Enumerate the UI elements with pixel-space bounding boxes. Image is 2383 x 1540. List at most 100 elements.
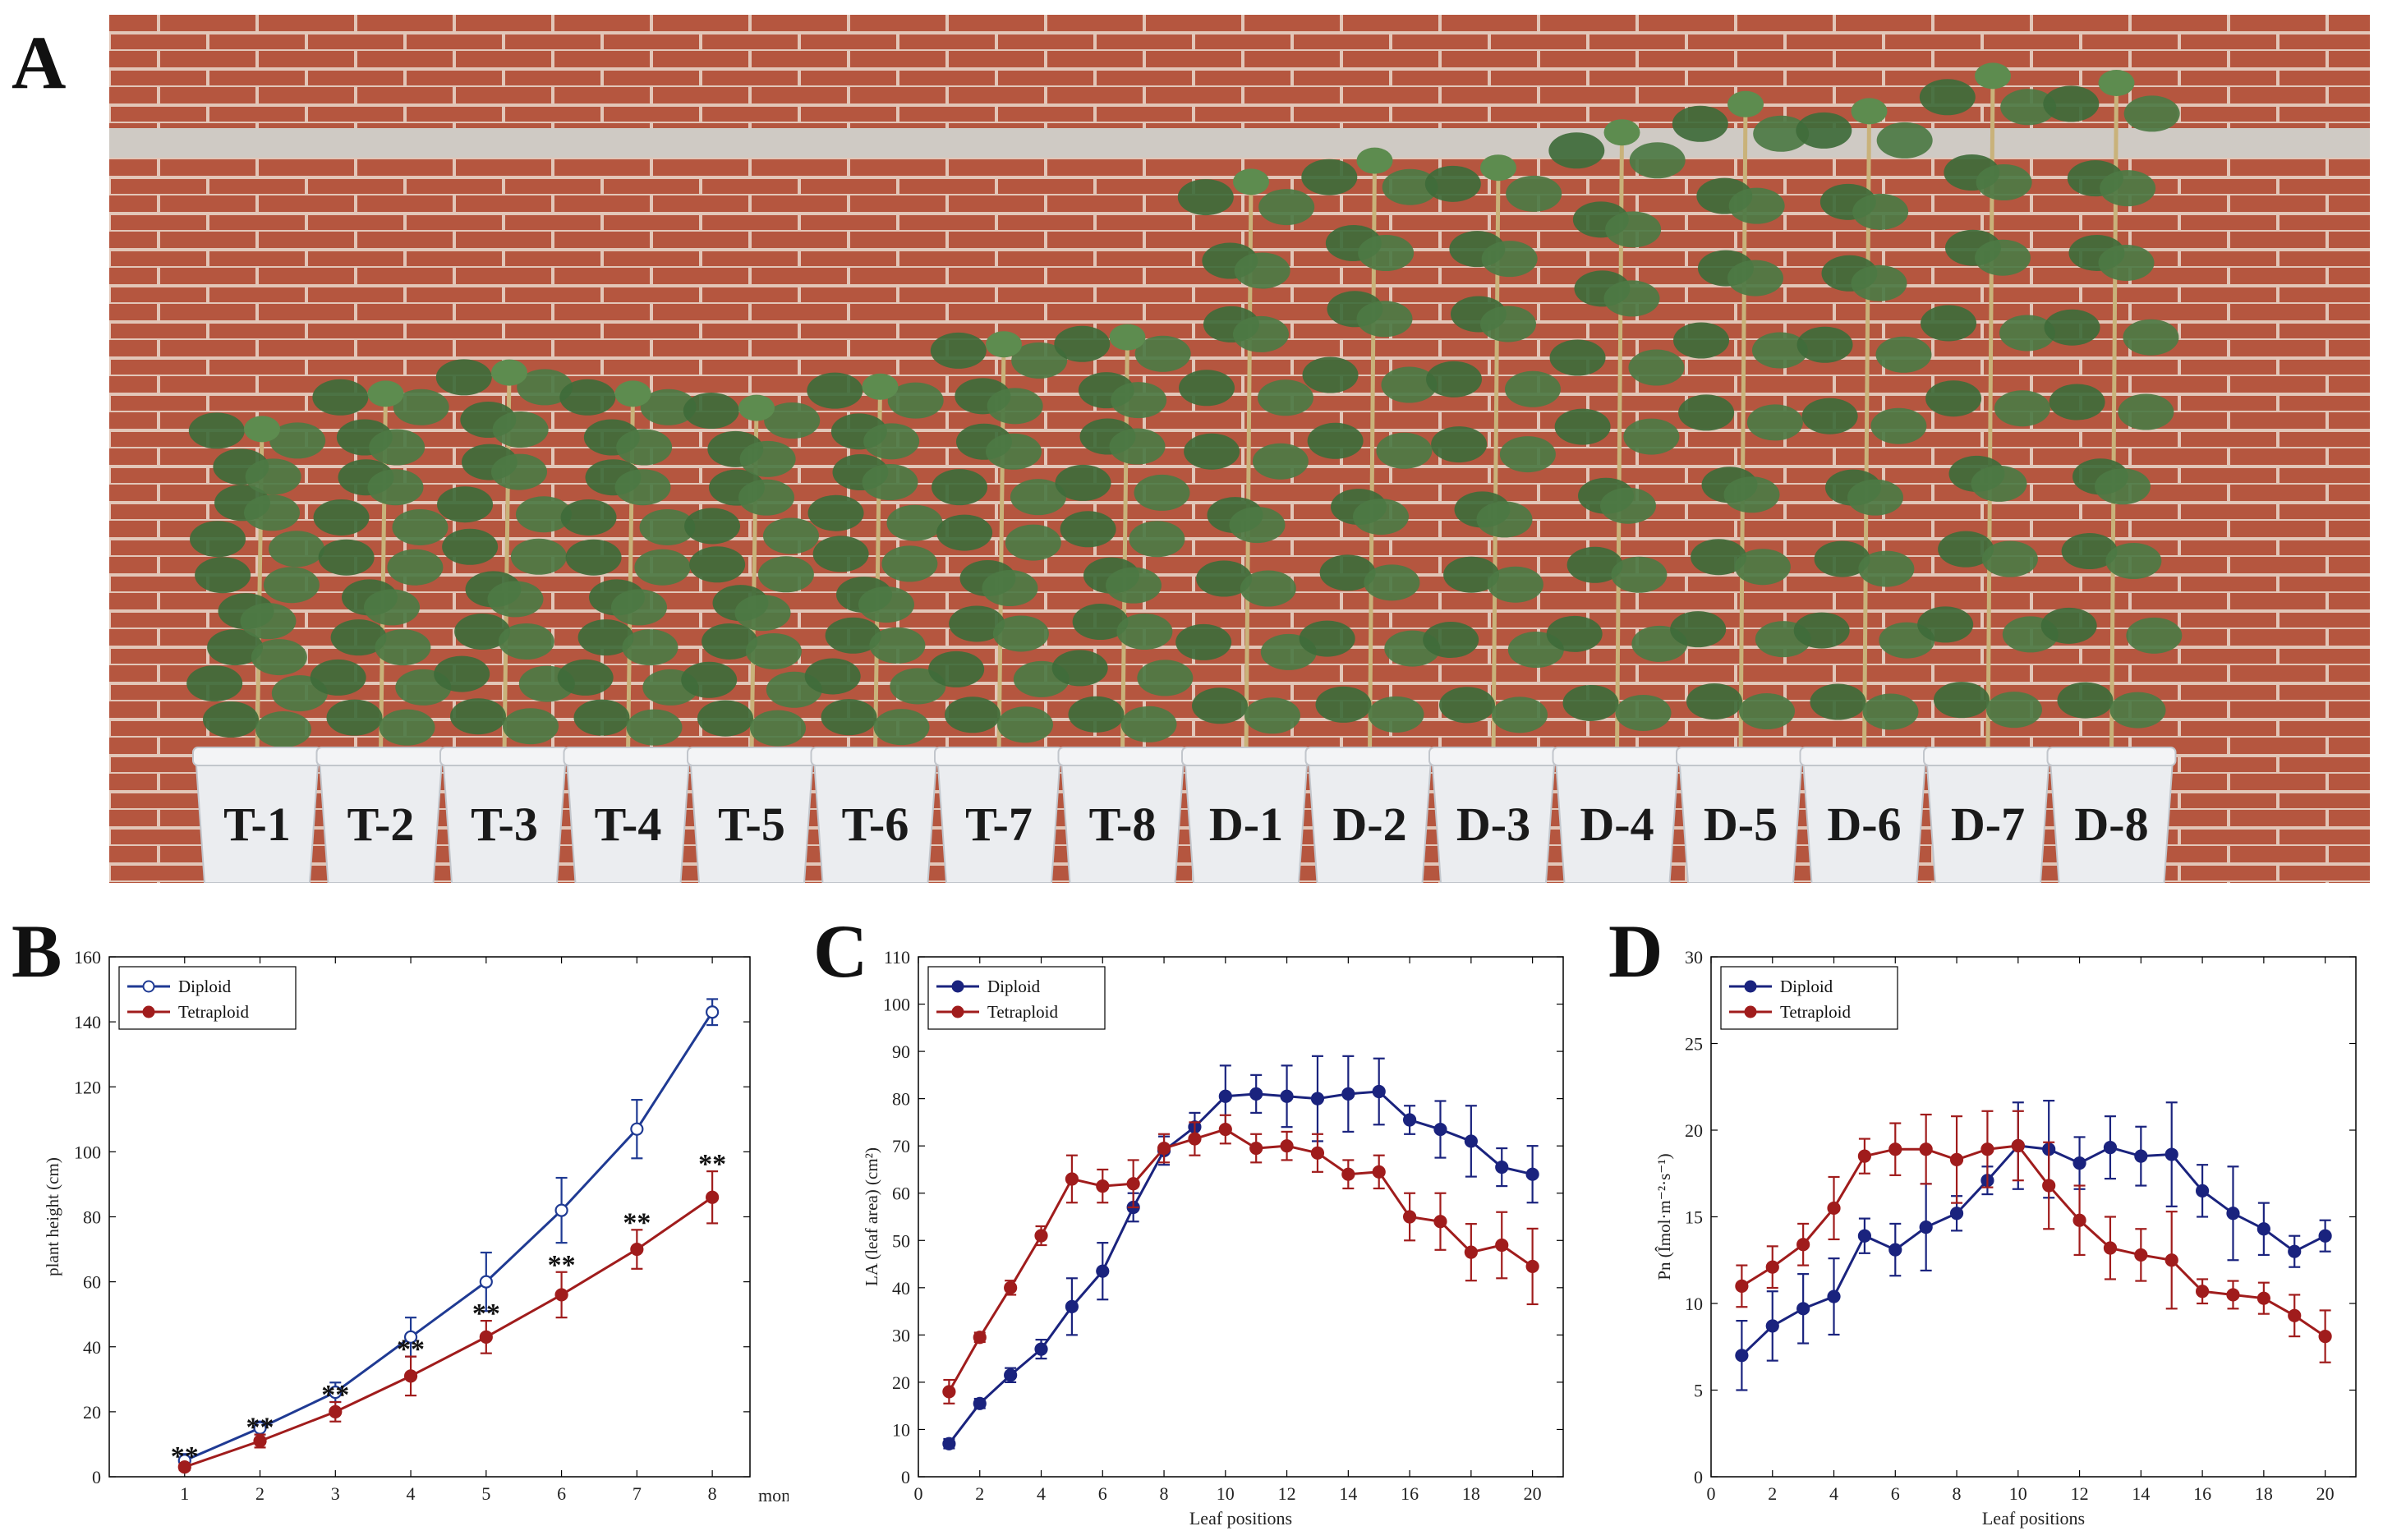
chart-b-plant-height: 12345678020406080100120140160monthsplant… (43, 947, 789, 1506)
leaf-tip (986, 331, 1022, 358)
y-tick-label: 20 (83, 1402, 101, 1423)
series-diploid-point (1949, 1207, 1964, 1221)
leaf (616, 429, 673, 466)
leaf (1244, 697, 1300, 734)
series-diploid-point (1525, 1167, 1539, 1181)
series-tetraploid-point (1857, 1149, 1872, 1163)
series-tetraploid-point (2288, 1308, 2302, 1322)
pot-t-2: T-2 (315, 747, 446, 883)
leaf (491, 453, 548, 490)
series-tetraploid-point (1888, 1142, 1902, 1156)
leaf (1739, 693, 1795, 730)
series-diploid-point (1735, 1349, 1749, 1363)
series-tetraploid-point (2164, 1253, 2178, 1267)
legend-marker-diploid (1744, 980, 1757, 993)
leaf (1116, 614, 1173, 650)
y-tick-label: 50 (892, 1230, 910, 1251)
legend-marker-diploid (951, 980, 964, 993)
significance-mark: ** (472, 1299, 500, 1329)
pot-t-4: T-4 (563, 747, 693, 883)
leaf (1120, 706, 1177, 742)
leaf (1134, 474, 1190, 511)
series-tetraploid-point (1034, 1229, 1048, 1243)
leaf (310, 659, 366, 696)
series-tetraploid-point (329, 1404, 343, 1418)
leaf (997, 706, 1053, 743)
leaf (928, 650, 985, 687)
series-tetraploid-point (1157, 1141, 1171, 1156)
leaf (1364, 564, 1420, 601)
leaf-tip (244, 416, 280, 443)
leaf (1233, 315, 1290, 352)
series-diploid-point (706, 1005, 720, 1019)
leaf (557, 659, 614, 696)
x-tick-label: 6 (557, 1483, 566, 1504)
x-tick-label: 20 (1524, 1483, 1542, 1504)
leaf (1257, 379, 1313, 416)
legend: Diploid Tetraploid (118, 966, 297, 1030)
leaf (1921, 305, 1977, 342)
pot-label: T-8 (1089, 798, 1157, 851)
leaf (369, 429, 426, 466)
leaf (392, 508, 449, 545)
pot-label: T-7 (965, 798, 1033, 851)
leaf (186, 665, 243, 702)
leaf (2061, 533, 2118, 570)
significance-mark: ** (698, 1149, 726, 1179)
significance-mark: ** (171, 1441, 199, 1472)
leaf (2057, 682, 2114, 719)
series-tetraploid-point (1280, 1139, 1294, 1153)
leaf (1603, 280, 1660, 317)
series-diploid-point (1796, 1302, 1810, 1316)
leaf (1796, 326, 1853, 363)
leaf (1753, 115, 1810, 152)
leaf (1196, 560, 1253, 597)
leaf (1376, 432, 1433, 469)
leaf-tip (1603, 119, 1640, 146)
panel-label-d: D (1608, 909, 1663, 993)
leaf (188, 412, 245, 449)
leaf (1728, 187, 1785, 224)
leaf (255, 711, 311, 748)
y-axis-label: Pn (Îmol·m⁻²·s⁻¹) (1654, 1153, 1674, 1280)
leaf (1192, 687, 1248, 724)
leaf (379, 709, 435, 746)
leaf (387, 549, 444, 586)
leaf (487, 581, 544, 618)
series-tetraploid-point (1341, 1167, 1355, 1181)
leaf (1234, 252, 1290, 289)
leaf (1847, 479, 1903, 516)
series-tetraploid-point (2195, 1285, 2210, 1299)
series-diploid-point (1919, 1221, 1933, 1234)
pot-d-5: D-5 (1676, 747, 1806, 883)
y-tick-label: 40 (83, 1337, 101, 1358)
pot-d-3: D-3 (1428, 747, 1558, 883)
leaf (1814, 540, 1870, 577)
leaf (251, 639, 307, 676)
series-tetraploid-point (2134, 1248, 2148, 1262)
leaf (1109, 428, 1166, 465)
pot-rim (1799, 747, 1930, 766)
series-diploid-point (1096, 1264, 1110, 1278)
plant-d-6 (1793, 98, 1935, 755)
y-tick-label: 0 (92, 1467, 101, 1487)
series-tetraploid-point (1188, 1132, 1202, 1146)
leaf (190, 521, 246, 558)
pot-label: T-6 (842, 798, 909, 851)
series-diploid-point (1065, 1299, 1079, 1313)
series-tetraploid-point (2226, 1288, 2240, 1302)
leaf (1179, 370, 1235, 407)
leaf (1258, 189, 1315, 226)
y-tick-label: 40 (892, 1278, 910, 1299)
leaf (1111, 382, 1167, 419)
leaf (1971, 465, 2027, 502)
series-tetraploid-point (1827, 1201, 1841, 1216)
leaf (1423, 622, 1479, 659)
leaf (2100, 170, 2156, 207)
leaf (1615, 694, 1672, 731)
leaf (1673, 322, 1730, 359)
leaf (435, 359, 492, 396)
leaf (622, 629, 679, 666)
leaf (745, 632, 802, 669)
pot-rim (1181, 747, 1311, 766)
